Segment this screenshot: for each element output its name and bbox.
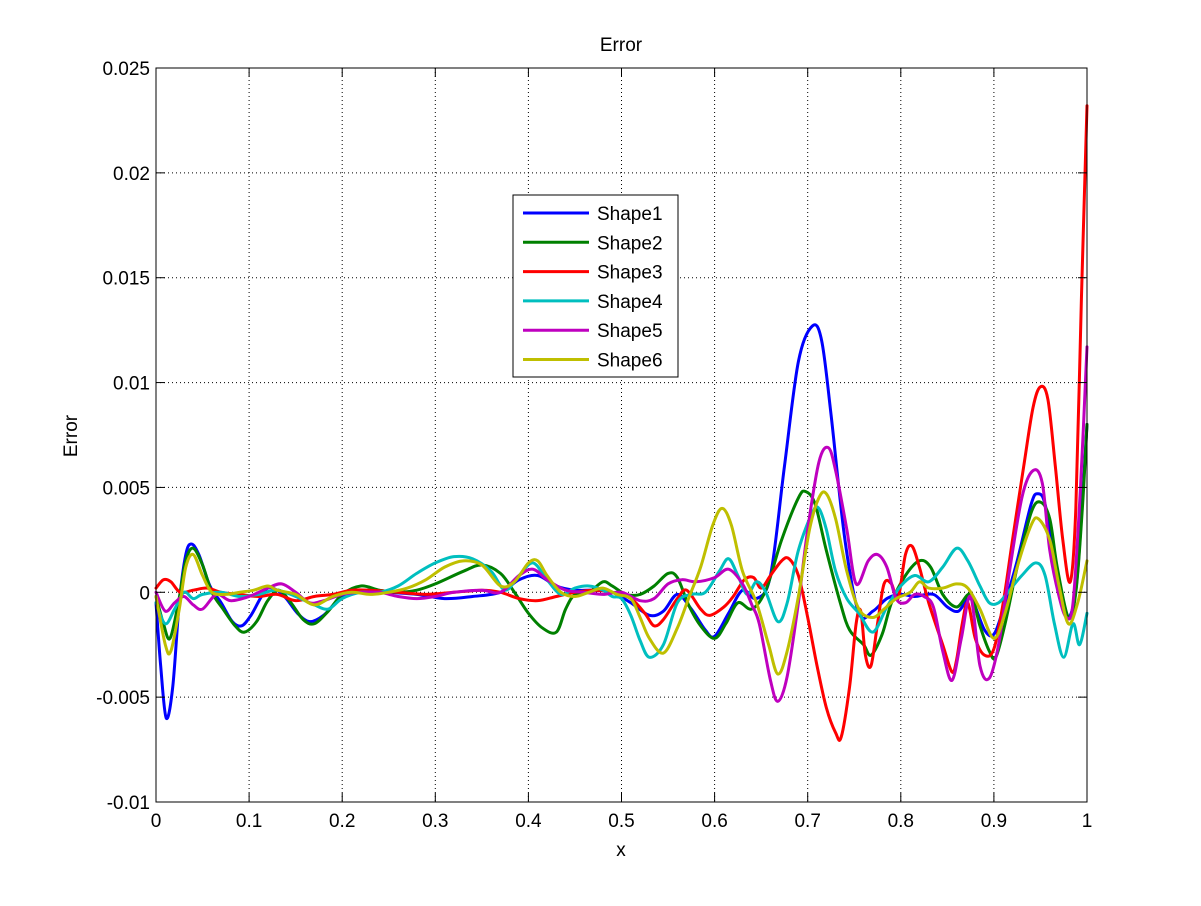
y-tick-label: 0.02 [113, 164, 150, 185]
x-tick-label: 0.7 [794, 811, 820, 832]
x-tick-label: 0 [151, 811, 162, 832]
legend-label: Shape4 [597, 292, 663, 313]
y-tick-label: 0 [139, 583, 150, 604]
chart-title: Error [600, 35, 643, 56]
series-line-shape5 [154, 345, 1089, 703]
series-line-shape3 [154, 104, 1089, 742]
x-tick-labels: 0 0.1 0.2 0.3 0.4 0.5 0.6 0.7 0.8 0.9 1 [151, 811, 1093, 832]
y-tick-label: 0.005 [102, 478, 150, 499]
x-axis-label: x [616, 840, 626, 861]
legend-label: Shape2 [597, 233, 663, 254]
x-tick-label: 0.2 [329, 811, 355, 832]
legend-label: Shape3 [597, 263, 663, 284]
plot-area [156, 68, 1087, 802]
legend-label: Shape1 [597, 204, 663, 225]
y-axis-label: Error [61, 414, 82, 457]
x-tick-label: 0.6 [701, 811, 727, 832]
series-line-shape4 [154, 505, 1089, 659]
legend: Shape1 Shape2 Shape3 Shape4 Shape5 Shape6 [512, 194, 679, 378]
y-tick-label: -0.005 [96, 688, 150, 709]
x-tick-label: 1 [1082, 811, 1093, 832]
series-lines [154, 104, 1089, 742]
y-tick-label: 0.025 [102, 59, 150, 80]
x-tick-label: 0.8 [888, 811, 914, 832]
y-tick-label: 0.01 [113, 374, 150, 395]
y-tick-label: 0.015 [102, 269, 150, 290]
y-tick-label: -0.01 [107, 793, 150, 814]
x-tick-label: 0.9 [981, 811, 1007, 832]
x-tick-label: 0.3 [422, 811, 448, 832]
axis-ticks [155, 67, 1088, 803]
legend-box [512, 194, 679, 378]
y-tick-labels: -0.01 -0.005 0 0.005 0.01 0.015 0.02 0.025 [96, 59, 150, 814]
x-tick-label: 0.1 [236, 811, 262, 832]
legend-label: Shape6 [597, 351, 663, 372]
legend-label: Shape5 [597, 321, 663, 342]
x-tick-label: 0.5 [608, 811, 634, 832]
x-tick-label: 0.4 [515, 811, 542, 832]
series-line-shape6 [154, 490, 1089, 676]
